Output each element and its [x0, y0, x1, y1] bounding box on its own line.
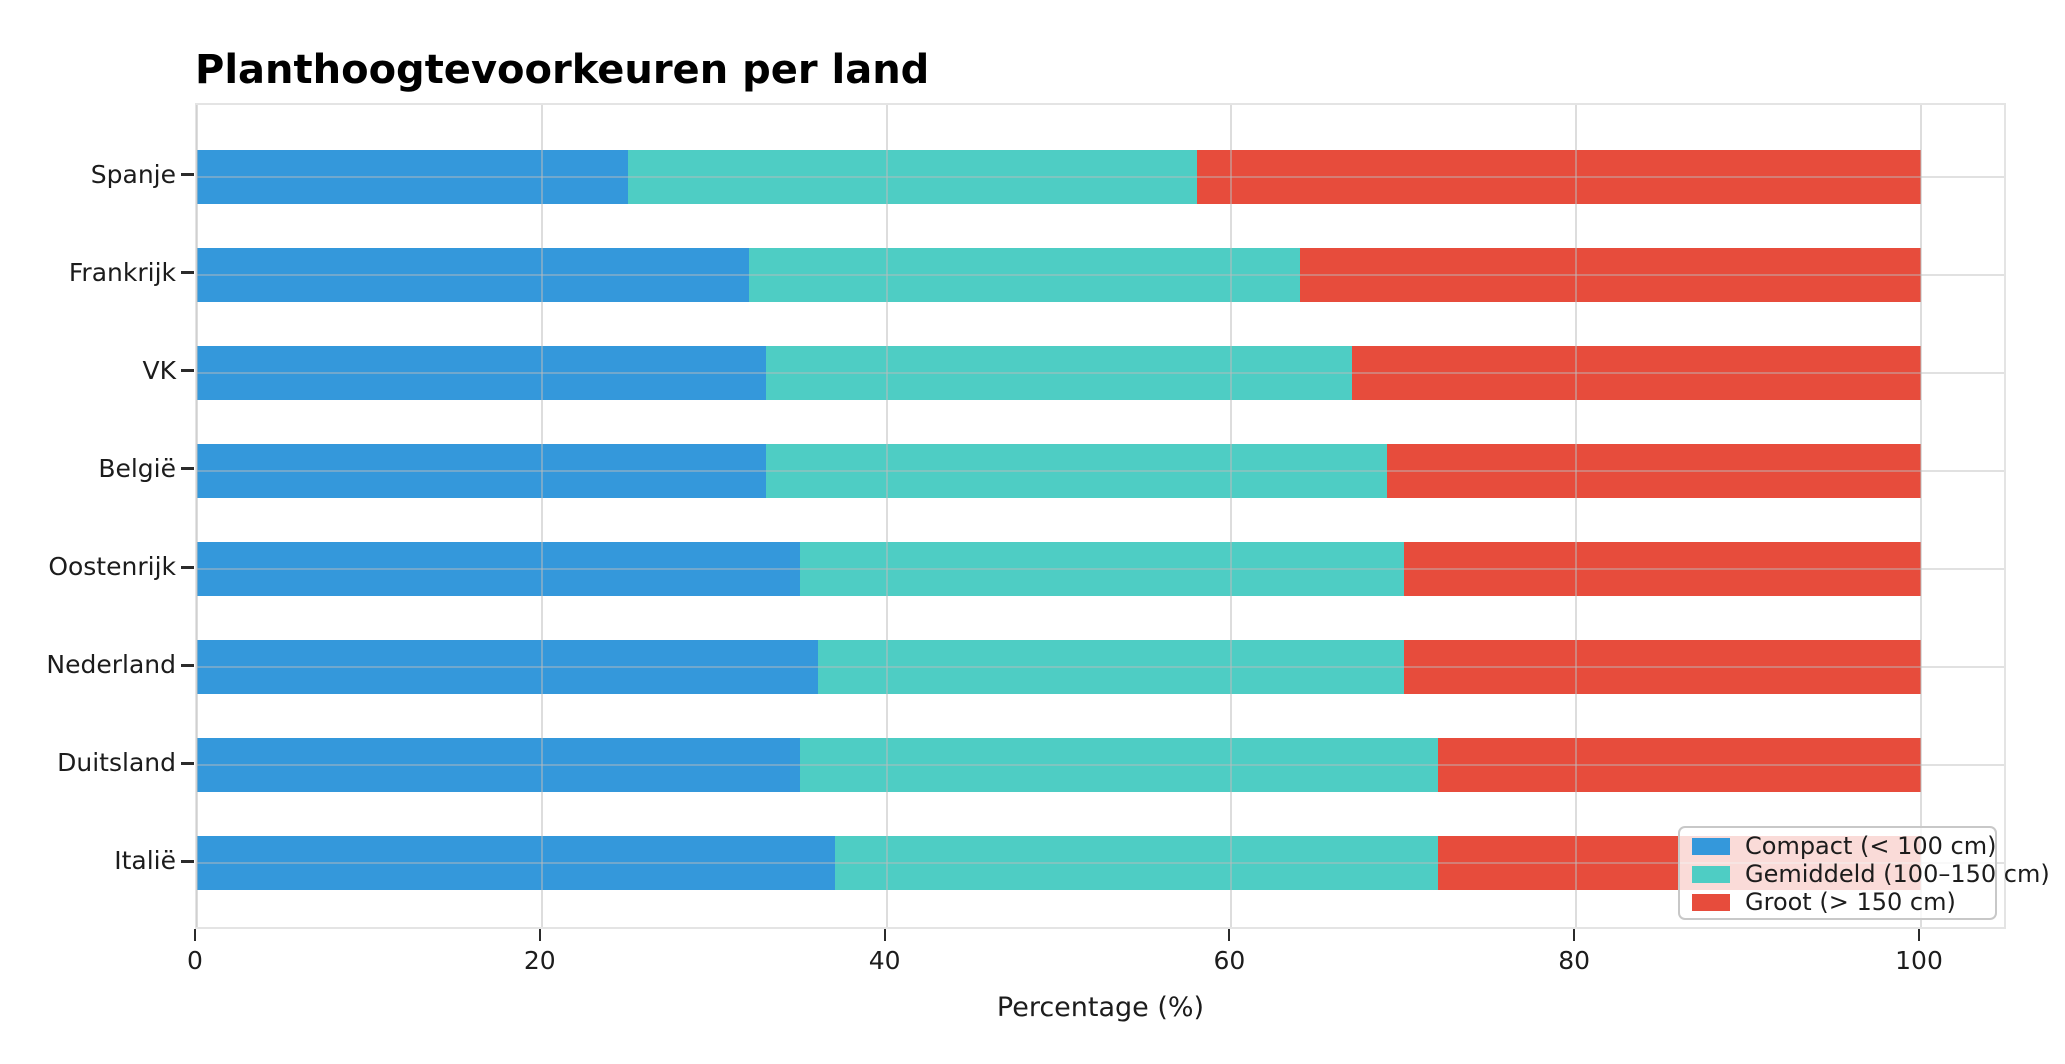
gridline-vertical — [1920, 105, 1922, 927]
y-tick-mark — [181, 761, 194, 765]
legend-swatch — [1692, 865, 1730, 883]
gridline-horizontal — [197, 469, 2004, 472]
y-tick-mark — [181, 271, 194, 275]
y-tick-label: VK — [142, 355, 177, 385]
legend-item-label: Gemiddeld (100–150 cm) — [1745, 860, 2050, 888]
gridline-horizontal — [197, 666, 2004, 669]
y-tick-label: Oostenrijk — [48, 552, 176, 582]
bar-segment — [197, 640, 818, 695]
bar-segment — [1438, 738, 1921, 793]
y-tick-label: Duitsland — [57, 748, 176, 778]
y-tick-mark — [181, 859, 194, 863]
x-tick-mark — [1228, 929, 1231, 941]
y-tick-label: Italië — [114, 846, 176, 876]
bar-segment — [765, 345, 1353, 400]
gridline-vertical — [885, 105, 888, 927]
gridline-horizontal — [197, 764, 2004, 767]
legend-swatch — [1692, 837, 1730, 855]
bar-segment — [834, 836, 1439, 891]
gridline-horizontal — [197, 862, 2004, 865]
x-tick-mark — [194, 929, 196, 941]
bar-segment — [1386, 443, 1921, 498]
legend-item: Gemiddeld (100–150 cm) — [1692, 860, 2050, 888]
legend-item: Compact (< 100 cm) — [1692, 832, 1996, 860]
x-tick-label: 80 — [1558, 946, 1591, 975]
bar-row-duitsland — [197, 738, 1921, 793]
bar-row-vk — [197, 345, 1921, 400]
legend-swatch — [1692, 893, 1730, 911]
y-tick-mark — [181, 663, 194, 667]
legend: Compact (< 100 cm) Gemiddeld (100–150 cm)… — [1678, 826, 2050, 920]
bar-segment — [1196, 149, 1921, 204]
bar-segment — [197, 542, 801, 597]
x-tick-mark — [538, 929, 541, 941]
bar-segment — [197, 149, 628, 204]
y-tick-label: Spanje — [90, 159, 176, 189]
bar-segment — [800, 542, 1404, 597]
x-tick-label: 100 — [1895, 946, 1943, 975]
y-tick-mark — [181, 467, 194, 471]
gridline-vertical — [1575, 105, 1578, 927]
bar-row-spanje — [197, 149, 1921, 204]
legend-item-label: Groot (> 150 cm) — [1745, 888, 1956, 916]
bar-segment — [628, 149, 1197, 204]
bar-segment — [197, 247, 749, 302]
x-tick-mark — [883, 929, 886, 941]
y-tick-mark — [181, 369, 194, 373]
bar-segment — [817, 640, 1404, 695]
y-tick-mark — [181, 173, 194, 176]
bar-segment — [1352, 345, 1921, 400]
bar-segment — [748, 247, 1301, 302]
gridline-horizontal — [197, 568, 2004, 571]
y-tick-label: Nederland — [46, 650, 176, 680]
bar-segment — [197, 443, 766, 498]
gridline-vertical — [196, 105, 198, 927]
bar-segment — [197, 345, 766, 400]
x-tick-label: 0 — [187, 946, 203, 975]
bar-segment — [800, 738, 1439, 793]
bar-segment — [197, 836, 835, 891]
gridline-horizontal — [197, 273, 2004, 276]
plot-area — [195, 103, 2006, 929]
x-tick-label: 20 — [523, 946, 556, 975]
y-tick-label: België — [98, 453, 176, 483]
gridline-horizontal — [197, 371, 2004, 374]
bar-row-oostenrijk — [197, 542, 1921, 597]
bar-segment — [1300, 247, 1921, 302]
x-tick-label: 60 — [1213, 946, 1246, 975]
x-tick-mark — [1918, 929, 1920, 941]
bar-segment — [197, 738, 801, 793]
bar-row-frankrijk — [197, 247, 1921, 302]
bar-segment — [1403, 542, 1921, 597]
y-tick-mark — [181, 565, 194, 569]
legend-item: Groot (> 150 cm) — [1692, 888, 1983, 916]
x-tick-mark — [1573, 929, 1576, 941]
chart-title: Planthoogtevoorkeuren per land — [195, 47, 930, 93]
x-axis-label: Percentage (%) — [996, 992, 1205, 1023]
x-tick-label: 40 — [868, 946, 901, 975]
y-tick-label: Frankrijk — [68, 257, 176, 287]
bar-row-nederland — [197, 640, 1921, 695]
bar-segment — [1403, 640, 1921, 695]
gridline-horizontal — [197, 175, 2004, 178]
bar-row-belgië — [197, 443, 1921, 498]
gridline-vertical — [540, 105, 543, 927]
legend-item-label: Compact (< 100 cm) — [1745, 832, 1997, 860]
bar-segment — [765, 443, 1387, 498]
gridline-vertical — [1230, 105, 1233, 927]
